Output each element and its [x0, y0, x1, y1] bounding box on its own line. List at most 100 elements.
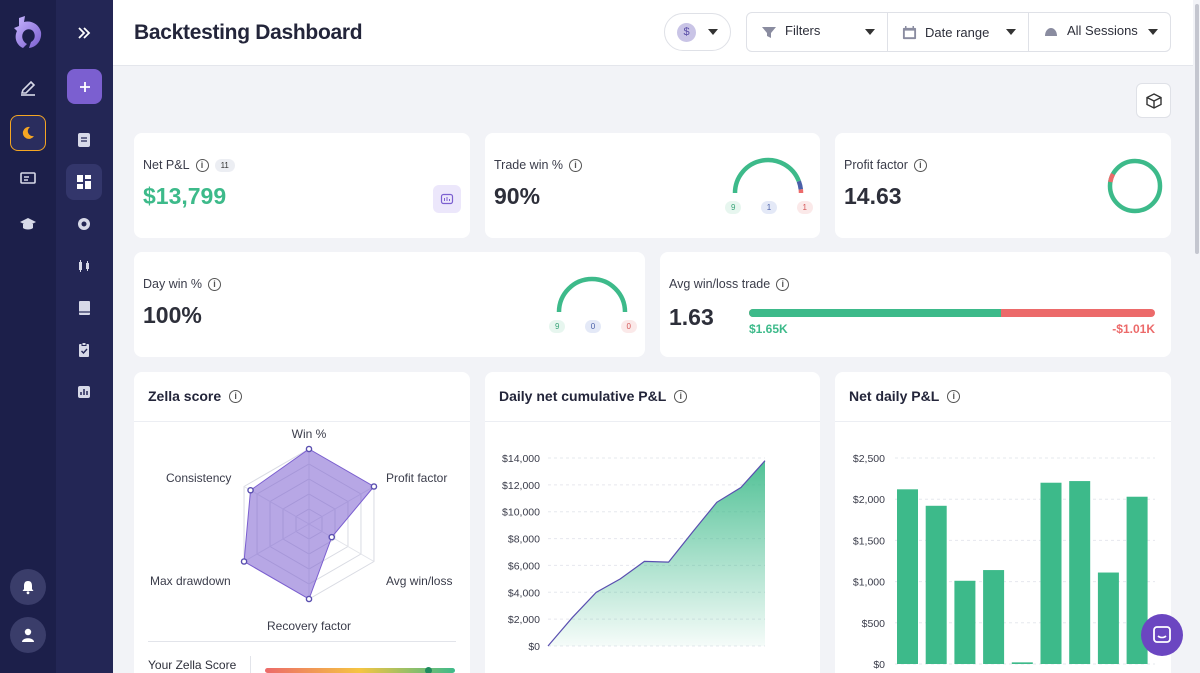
- notifications-bell-icon[interactable]: [10, 569, 46, 605]
- cumulative-title-row: Daily net cumulative P&L i: [499, 388, 688, 404]
- avg-win-loss-label-row: Avg win/loss trade i: [669, 277, 790, 291]
- info-icon[interactable]: i: [776, 277, 790, 291]
- avg-win-loss-card: Avg win/loss trade i 1.63 $1.65K -$1.01K: [660, 252, 1171, 357]
- university-icon[interactable]: [10, 206, 46, 242]
- zella-title: Zella score: [148, 388, 222, 404]
- cumulative-pnl-chart: $14,000 $12,000 $10,000 $8,000 $6,000 $4,000 $…: [502, 453, 766, 653]
- page-title: Backtesting Dashboard: [134, 21, 363, 44]
- radar-axis-label: Profit factor: [386, 471, 447, 485]
- radar-axis-label: Recovery factor: [267, 619, 351, 633]
- add-session-button[interactable]: [67, 69, 102, 104]
- wins-count: 9: [725, 201, 742, 214]
- currency-badge: $: [677, 22, 696, 42]
- profit-factor-value: 14.63: [844, 183, 902, 209]
- trade-win-card: Trade win % i 90% 9 1 1: [485, 133, 820, 238]
- cumulative-pnl-card: Daily net cumulative P&L i $14,000 $12,00…: [485, 372, 820, 673]
- sessions-dropdown[interactable]: All Sessions: [1029, 13, 1170, 51]
- date-range-dropdown[interactable]: Date range: [888, 13, 1029, 51]
- filter-funnel-icon: [762, 27, 776, 38]
- y-tick-label: $12,000: [502, 480, 540, 492]
- scrollbar-thumb[interactable]: [1195, 4, 1199, 254]
- net-pnl-detail-button[interactable]: [433, 185, 461, 213]
- scrollbar-track[interactable]: [1193, 0, 1200, 673]
- daily-title: Net daily P&L: [849, 388, 940, 404]
- secondary-sidebar: [56, 0, 113, 673]
- backtesting-icon[interactable]: [10, 115, 46, 151]
- day-win-label: Day win %: [143, 277, 203, 291]
- chevron-down-icon: [1148, 29, 1158, 35]
- radar-axis-label: Avg win/loss: [386, 574, 452, 588]
- analytics-icon[interactable]: [66, 374, 102, 410]
- y-tick-label: $500: [862, 618, 886, 630]
- user-profile-icon[interactable]: [10, 617, 46, 653]
- info-icon[interactable]: i: [208, 277, 222, 291]
- radar-point: [328, 533, 336, 541]
- info-icon[interactable]: i: [569, 158, 583, 172]
- radar-axis-label: Max drawdown: [150, 574, 231, 588]
- dashboard-icon[interactable]: [66, 164, 102, 200]
- info-icon[interactable]: i: [195, 158, 209, 172]
- currency-selector[interactable]: $: [664, 13, 731, 51]
- day-win-gauge: [556, 276, 628, 313]
- widgets-cube-button[interactable]: [1136, 83, 1171, 118]
- profit-factor-ring: [1107, 158, 1163, 214]
- breakeven-days-count: 0: [584, 320, 602, 333]
- filters-dropdown[interactable]: Filters: [747, 13, 888, 51]
- daily-pnl-bar: [1097, 572, 1119, 664]
- radar-point: [247, 486, 254, 494]
- radar-labels: Win % Profit factor Avg win/loss Recovery f…: [150, 427, 452, 633]
- trade-count-badge: 11: [214, 158, 235, 172]
- avg-win-loss-label: Avg win/loss trade: [669, 277, 771, 291]
- y-tick-label: $2,500: [853, 453, 885, 465]
- trade-win-gauge: [732, 157, 804, 194]
- profit-factor-label-row: Profit factor i: [844, 158, 927, 172]
- y-tick-label: $2,000: [853, 494, 885, 506]
- chart-icon: [440, 193, 454, 205]
- zella-radar-chart: Win % Profit factor Avg win/loss Recovery f…: [150, 427, 452, 633]
- support-chat-button[interactable]: [1141, 614, 1183, 656]
- profit-factor-card: Profit factor i 14.63: [835, 133, 1171, 238]
- info-icon[interactable]: i: [229, 389, 243, 403]
- trade-win-counts: 9 1 1: [725, 201, 813, 214]
- cube-icon: [1145, 92, 1162, 109]
- zella-score-card: Zella score i Win % Profit factor Avg win/…: [134, 372, 470, 673]
- zella-score-polygon: [243, 448, 375, 600]
- app-logo[interactable]: [11, 14, 45, 50]
- radar-points: [240, 445, 378, 603]
- info-icon[interactable]: i: [913, 158, 927, 172]
- trade-win-value: 90%: [494, 183, 541, 209]
- avg-loss-amount: -$1.01K: [1112, 322, 1155, 336]
- daily-y-axis: $2,500 $2,000 $1,500 $1,000 $500 $0: [853, 453, 885, 671]
- daily-pnl-bar: [925, 505, 947, 664]
- date-range-label: Date range: [925, 24, 990, 40]
- filter-bar: Filters Date range All Sessions: [746, 12, 1171, 52]
- radar-axis-label: Consistency: [166, 471, 231, 485]
- info-icon[interactable]: i: [947, 389, 961, 403]
- y-tick-label: $0: [528, 641, 540, 653]
- daily-pnl-bar: [954, 580, 976, 664]
- zella-score-marker: [425, 667, 432, 673]
- info-icon[interactable]: i: [674, 389, 688, 403]
- radar-point: [305, 445, 313, 453]
- y-tick-label: $10,000: [502, 507, 540, 519]
- divider: [134, 421, 470, 422]
- losing-days-count: 0: [620, 320, 637, 333]
- radar-point: [305, 595, 313, 603]
- avg-win-amount: $1.65K: [749, 322, 788, 336]
- profit-factor-label: Profit factor: [844, 158, 908, 172]
- expand-sidebar-icon[interactable]: [66, 15, 102, 51]
- trades-candles-icon[interactable]: [66, 248, 102, 284]
- journal-icon[interactable]: [10, 70, 46, 106]
- filters-label: Filters: [785, 22, 821, 38]
- day-win-value: 100%: [143, 302, 202, 328]
- trade-win-label: Trade win %: [494, 158, 564, 172]
- notebook-icon[interactable]: [66, 290, 102, 326]
- reports-icon[interactable]: [66, 206, 102, 242]
- sessions-icon[interactable]: [66, 122, 102, 158]
- daily-pnl-bar: [983, 570, 1005, 664]
- zella-title-row: Zella score i: [148, 388, 243, 404]
- radar-point: [370, 483, 378, 490]
- checklist-icon[interactable]: [66, 332, 102, 368]
- win-loss-ratio-bar: [749, 309, 1155, 317]
- playbook-icon[interactable]: [10, 160, 46, 196]
